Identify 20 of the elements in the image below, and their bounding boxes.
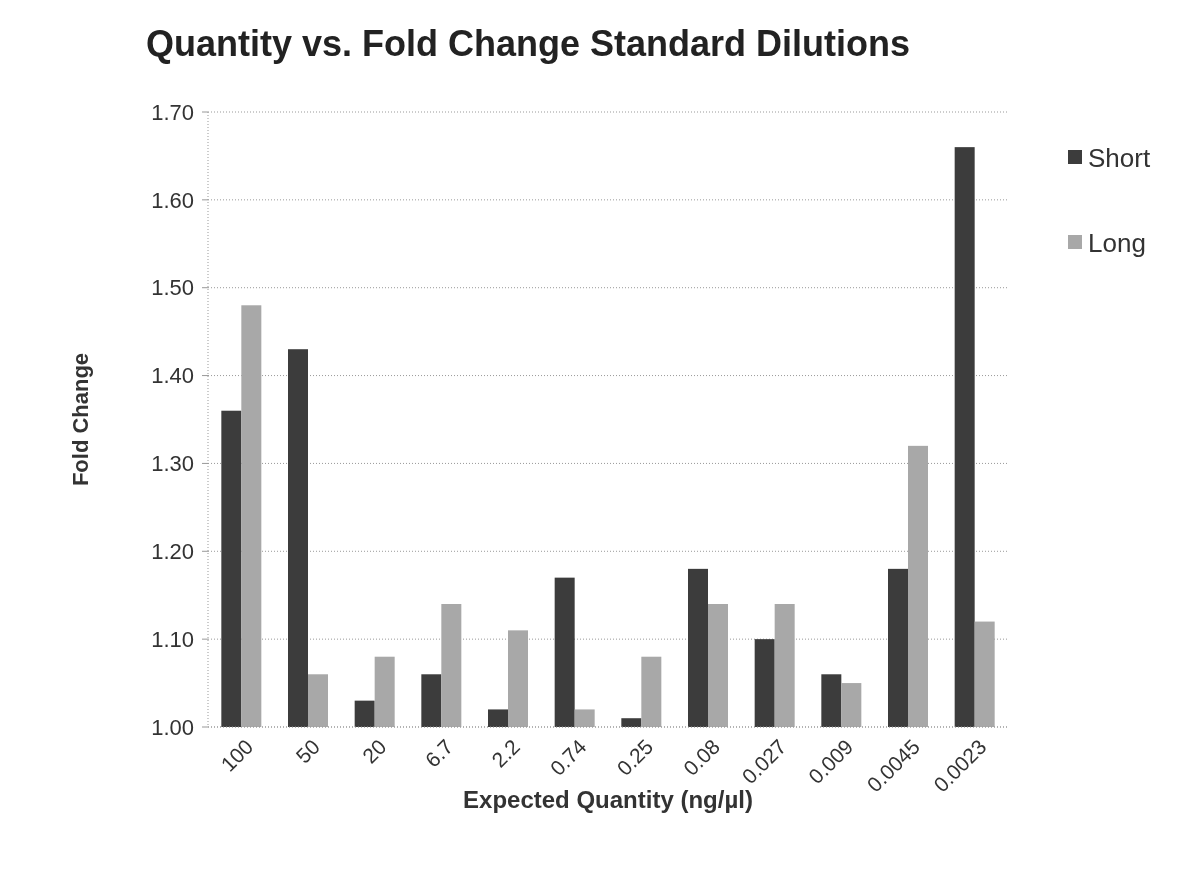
- y-tick-label: 1.30: [151, 451, 194, 477]
- x-tick-label: 0.08: [678, 734, 725, 780]
- x-tick-label: 20: [357, 734, 391, 768]
- legend-label: Short: [1088, 143, 1151, 174]
- y-tick-label: 1.40: [151, 363, 194, 389]
- y-tick-label: 1.20: [151, 538, 194, 564]
- y-tick-label: 1.70: [151, 99, 194, 125]
- legend-label: Long: [1088, 228, 1146, 259]
- x-tick-label: 50: [291, 734, 325, 768]
- x-tick-label: 2.2: [487, 734, 525, 772]
- chart-title: Quantity vs. Fold Change Standard Dilutions: [145, 23, 911, 64]
- y-tick-label: 1.60: [151, 187, 194, 213]
- x-tick-label: 0.74: [545, 734, 591, 780]
- x-tick-label: 6.7: [420, 734, 458, 772]
- y-tick-label: 1.10: [151, 626, 194, 652]
- x-tick-label: 100: [216, 734, 258, 776]
- y-tick-label: 1.50: [151, 275, 194, 301]
- x-axis-title: Expected Quantity (ng/µl): [463, 786, 753, 813]
- y-axis-title: Fold Change: [68, 352, 93, 487]
- y-tick-label: 1.00: [151, 714, 194, 740]
